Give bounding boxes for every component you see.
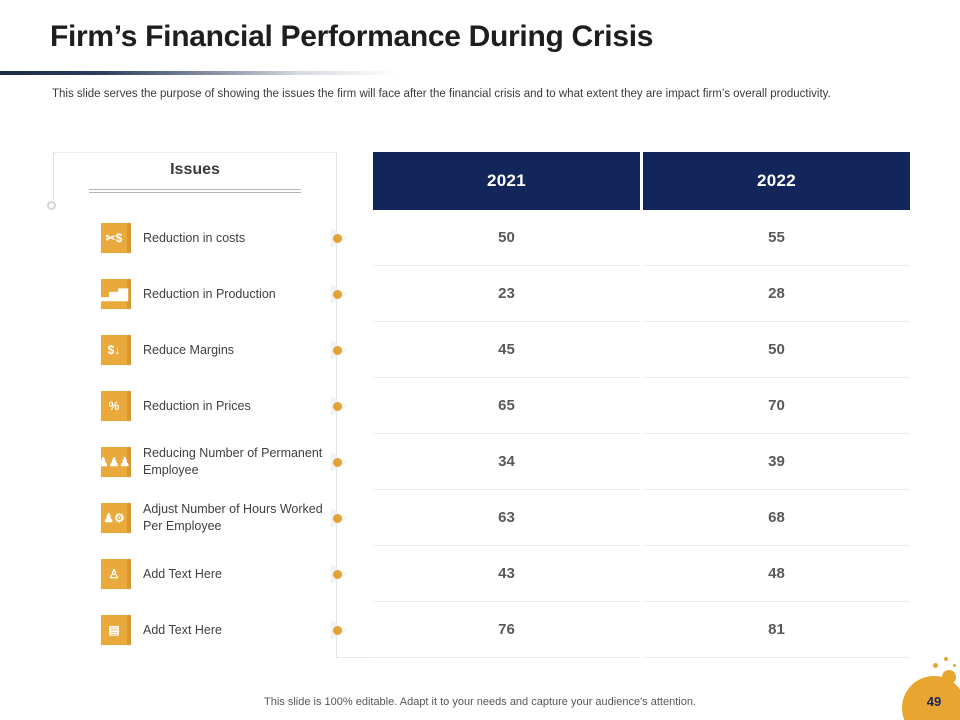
issue-label: Add Text Here	[143, 622, 222, 637]
issue-label: Reduce Margins	[143, 342, 235, 357]
hand-dollar-icon: $↓	[101, 335, 131, 365]
list-item: ✂$ Reduction in costs	[101, 216, 327, 260]
column-gap	[640, 602, 643, 658]
issue-label: Reduction in Prices	[143, 398, 251, 413]
icon-glyph: ♙	[108, 567, 120, 581]
gold-dot-icon	[933, 663, 938, 668]
percent-tag-icon: %	[101, 391, 131, 421]
gold-dot-icon	[953, 664, 956, 667]
column-gap	[640, 434, 643, 490]
list-item: ▤ Add Text Here	[101, 608, 327, 652]
issue-label: Reducing Number of Permanent Employee	[143, 446, 323, 477]
column-gap	[640, 322, 643, 378]
table-cell: 43	[373, 546, 640, 602]
connector-dot-icon	[333, 514, 342, 523]
list-item: ♟⚙ Adjust Number of Hours Worked Per Emp…	[101, 496, 327, 540]
connector-dot-icon	[333, 290, 342, 299]
table-cell: 48	[643, 546, 910, 602]
page-number: 49	[926, 693, 942, 709]
gold-dot-icon	[944, 657, 948, 661]
bar-chart-icon: ▂▅▇	[100, 279, 131, 309]
panel-left-border	[53, 152, 54, 200]
connector-dot-icon	[333, 626, 342, 635]
icon-glyph: ▂▅▇	[100, 287, 128, 301]
person-award-icon: ♙	[101, 559, 131, 589]
data-table: 2021 2022 50 55 23 28 45 50 65 70 34 39 …	[373, 152, 910, 658]
table-cell: 50	[643, 322, 910, 378]
table-cell: 50	[373, 210, 640, 266]
connector-dot-icon	[333, 346, 342, 355]
connector-dot-icon	[333, 234, 342, 243]
icon-glyph: ♟♟♟	[97, 455, 131, 469]
page-number-badge: 49	[902, 676, 960, 720]
title-underline	[0, 71, 400, 75]
column-gap	[640, 546, 643, 602]
icon-glyph: %	[108, 399, 120, 413]
issues-header-underline	[89, 189, 301, 193]
table-cell: 65	[373, 378, 640, 434]
cost-cutting-icon: ✂$	[101, 223, 131, 253]
issue-label: Reduction in Production	[143, 286, 276, 301]
panel-top-border	[53, 152, 337, 153]
table-cell: 68	[643, 490, 910, 546]
column-gap	[640, 378, 643, 434]
table-cell: 63	[373, 490, 640, 546]
table-cell: 28	[643, 266, 910, 322]
column-header-2022: 2022	[643, 152, 910, 210]
table-cell: 34	[373, 434, 640, 490]
table-cell: 70	[643, 378, 910, 434]
connector-dot-icon	[333, 570, 342, 579]
issue-label: Adjust Number of Hours Worked Per Employ…	[143, 502, 323, 533]
table-bottom-rule	[337, 657, 373, 658]
connector-dot-icon	[333, 458, 342, 467]
table-cell: 45	[373, 322, 640, 378]
issues-panel: Issues ✂$ Reduction in costs ▂▅▇ Reducti…	[47, 152, 337, 658]
table-cell: 76	[373, 602, 640, 658]
column-gap	[640, 152, 643, 210]
slide-subtitle: This slide serves the purpose of showing…	[52, 88, 831, 100]
column-header-2021: 2021	[373, 152, 640, 210]
people-group-icon: ♟♟♟	[97, 447, 131, 477]
list-item: ♙ Add Text Here	[101, 552, 327, 596]
person-gear-icon: ♟⚙	[101, 503, 131, 533]
list-item: $↓ Reduce Margins	[101, 328, 327, 372]
icon-glyph: ♟⚙	[103, 511, 125, 525]
table-cell: 39	[643, 434, 910, 490]
issue-label: Reduction in costs	[143, 230, 246, 245]
list-item: ▂▅▇ Reduction in Production	[100, 272, 327, 316]
table-cell: 55	[643, 210, 910, 266]
document-icon: ▤	[101, 615, 131, 645]
table-cell: 81	[643, 602, 910, 658]
gray-dot-icon	[47, 201, 56, 210]
column-gap	[640, 490, 643, 546]
column-gap	[640, 210, 643, 266]
icon-glyph: ▤	[108, 623, 120, 637]
icon-glyph: ✂$	[105, 231, 123, 245]
icon-glyph: $↓	[107, 343, 121, 357]
table-cell: 23	[373, 266, 640, 322]
list-item: ♟♟♟ Reducing Number of Permanent Employe…	[97, 440, 327, 484]
footer-note: This slide is 100% editable. Adapt it to…	[264, 696, 696, 708]
list-item: % Reduction in Prices	[101, 384, 327, 428]
column-gap	[640, 266, 643, 322]
issue-label: Add Text Here	[143, 566, 222, 581]
issues-header: Issues	[170, 161, 220, 178]
page-title: Firm’s Financial Performance During Cris…	[50, 20, 654, 53]
connector-dot-icon	[333, 402, 342, 411]
